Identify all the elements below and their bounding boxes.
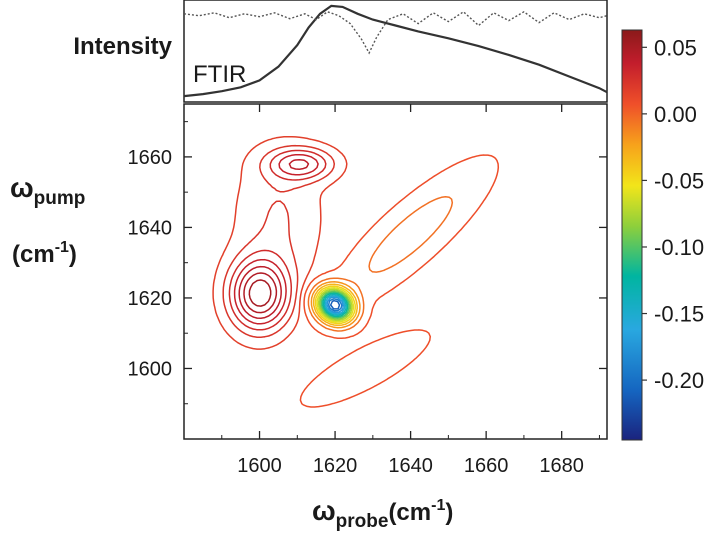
x-axis-symbol: ω (312, 495, 336, 526)
x-tick-label: 1640 (388, 455, 433, 477)
colorbar-tick-label: -0.05 (654, 168, 704, 193)
contour-negative (323, 293, 347, 316)
y-tick-label: 1620 (128, 288, 173, 310)
y-tick-label: 1600 (128, 358, 173, 380)
contour-negative (314, 285, 356, 325)
y-axis-subscript: pump (34, 188, 86, 209)
x-tick-label: 1660 (464, 455, 509, 477)
contour-frame (183, 103, 608, 440)
ftir-panel: Intensity FTIR (73, 0, 608, 103)
x-axis-unit-text: (cm (388, 499, 431, 526)
y-axis-unit-close: ) (69, 241, 77, 268)
y-axis-unit: (cm-1) (12, 239, 77, 268)
contour-positive (222, 144, 336, 339)
contour-lines (212, 135, 500, 408)
contour-negative (310, 281, 361, 329)
colorbar-tick-label: 0.05 (654, 35, 697, 60)
colorbar-tick-label: -0.20 (654, 368, 704, 393)
contour-negative (329, 299, 341, 310)
y-axis-unit-text: (cm (12, 241, 55, 268)
ftir-annotation: FTIR (193, 61, 246, 88)
colorbar-tick-label: -0.10 (654, 235, 704, 260)
x-axis-unit-sup: -1 (431, 497, 445, 514)
colorbar-ticks: 0.05 0.00 -0.05 -0.10 -0.15 -0.20 (642, 35, 704, 393)
y-tick-label: 1660 (128, 147, 173, 169)
colorbar-tick-label: 0.00 (654, 102, 697, 127)
contour-negative (320, 291, 350, 319)
y-axis-symbol: ω (10, 172, 34, 203)
contour-negative (327, 298, 343, 312)
contour-negative (312, 283, 358, 327)
x-tick-label: 1600 (237, 455, 282, 477)
x-axis-subscript: probe (336, 511, 389, 532)
contour-positive (212, 135, 348, 350)
x-axis: 1600 1620 1640 1660 1680 (221, 104, 600, 477)
contour-negative (324, 295, 346, 315)
contour-negative (319, 289, 352, 320)
y-axis-unit-sup: -1 (55, 239, 69, 256)
contour-negative (299, 154, 500, 408)
contour-negative (322, 292, 349, 318)
contour-negative (317, 288, 353, 322)
x-axis-unit-close: ) (445, 499, 453, 526)
colorbar-gradient (621, 29, 643, 441)
ftir-dotted-line (183, 10, 608, 55)
contour-positive (238, 158, 310, 319)
x-tick-label: 1620 (313, 455, 358, 477)
y-axis: 1600 1620 1640 1660 (128, 121, 607, 405)
ftir-frame (183, 0, 608, 103)
contour-positive (248, 279, 272, 307)
contour-negative (326, 296, 345, 314)
contour-positive (243, 272, 278, 314)
ftir-solid-line (183, 4, 608, 98)
contour-negative (316, 287, 355, 323)
intensity-label: Intensity (73, 33, 172, 60)
contour-positive (233, 153, 319, 325)
y-tick-label: 1640 (128, 217, 173, 239)
contour-positive (228, 149, 327, 331)
y-axis-label: ωpump (10, 172, 85, 209)
x-tick-label: 1680 (539, 455, 584, 477)
colorbar-tick-label: -0.15 (654, 302, 704, 327)
ftir-lines (183, 4, 608, 98)
x-axis-label: ωprobe(cm-1) (312, 495, 453, 532)
contour-negative (307, 195, 454, 332)
colorbar: 0.05 0.00 -0.05 -0.10 -0.15 -0.20 (621, 29, 704, 441)
